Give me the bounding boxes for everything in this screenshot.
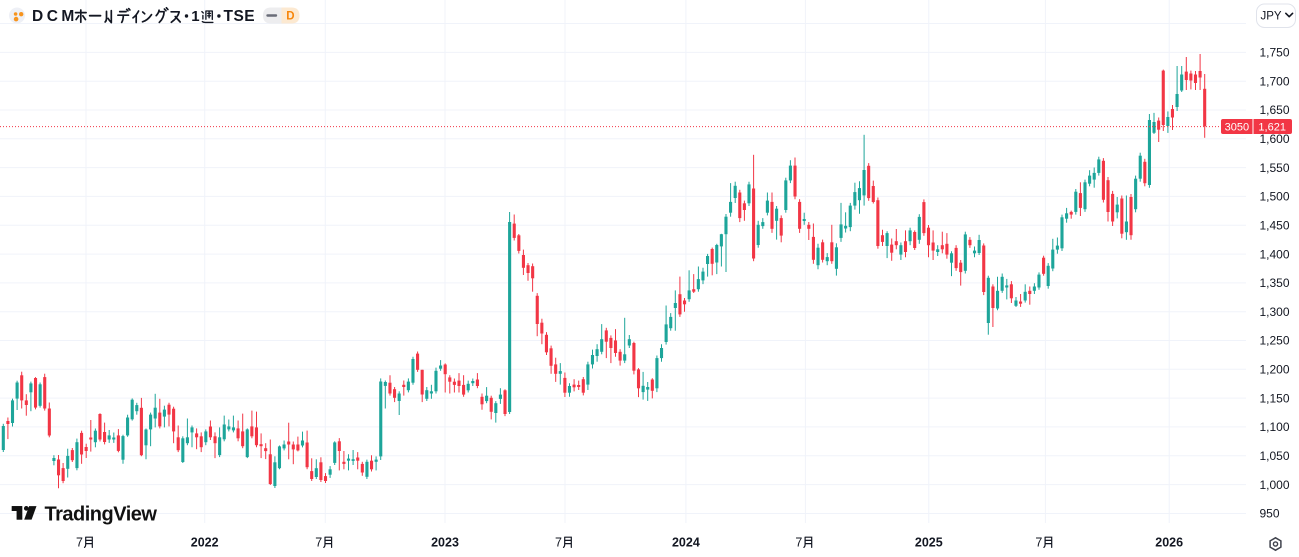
svg-text:7: 7 [1035,536,1042,550]
svg-text:1,600: 1,600 [1260,132,1290,146]
svg-text:3050: 3050 [1225,122,1249,134]
svg-text:7: 7 [795,536,802,550]
svg-text:1,750: 1,750 [1260,46,1290,60]
svg-text:2024: 2024 [672,536,700,550]
svg-text:7: 7 [555,536,562,550]
svg-text:1,050: 1,050 [1260,449,1290,463]
svg-text:1: 1 [191,8,199,25]
svg-text:1,650: 1,650 [1260,103,1290,117]
svg-text:1,250: 1,250 [1260,334,1290,348]
svg-text:950: 950 [1260,507,1280,521]
svg-text:1,450: 1,450 [1260,218,1290,232]
svg-text:D: D [286,11,294,23]
svg-text:2022: 2022 [191,536,219,550]
svg-text:1,000: 1,000 [1260,478,1290,492]
svg-text:1,400: 1,400 [1260,247,1290,261]
svg-text:1,350: 1,350 [1260,276,1290,290]
svg-text:1,700: 1,700 [1260,74,1290,88]
svg-text:1,300: 1,300 [1260,305,1290,319]
svg-text:1,621: 1,621 [1258,122,1286,134]
svg-text:2025: 2025 [915,536,943,550]
svg-text:JPY: JPY [1261,11,1282,23]
svg-text:1,550: 1,550 [1260,161,1290,175]
svg-text:1,200: 1,200 [1260,363,1290,377]
svg-text:DCM: DCM [32,8,78,25]
svg-text:TSE: TSE [224,8,256,25]
svg-text:7: 7 [76,536,83,550]
svg-text:2026: 2026 [1155,536,1183,550]
svg-text:TradingView: TradingView [45,503,158,525]
svg-text:7: 7 [315,536,322,550]
svg-text:2023: 2023 [431,536,459,550]
svg-text:1,500: 1,500 [1260,190,1290,204]
svg-text:1,150: 1,150 [1260,391,1290,405]
svg-text:1,100: 1,100 [1260,420,1290,434]
